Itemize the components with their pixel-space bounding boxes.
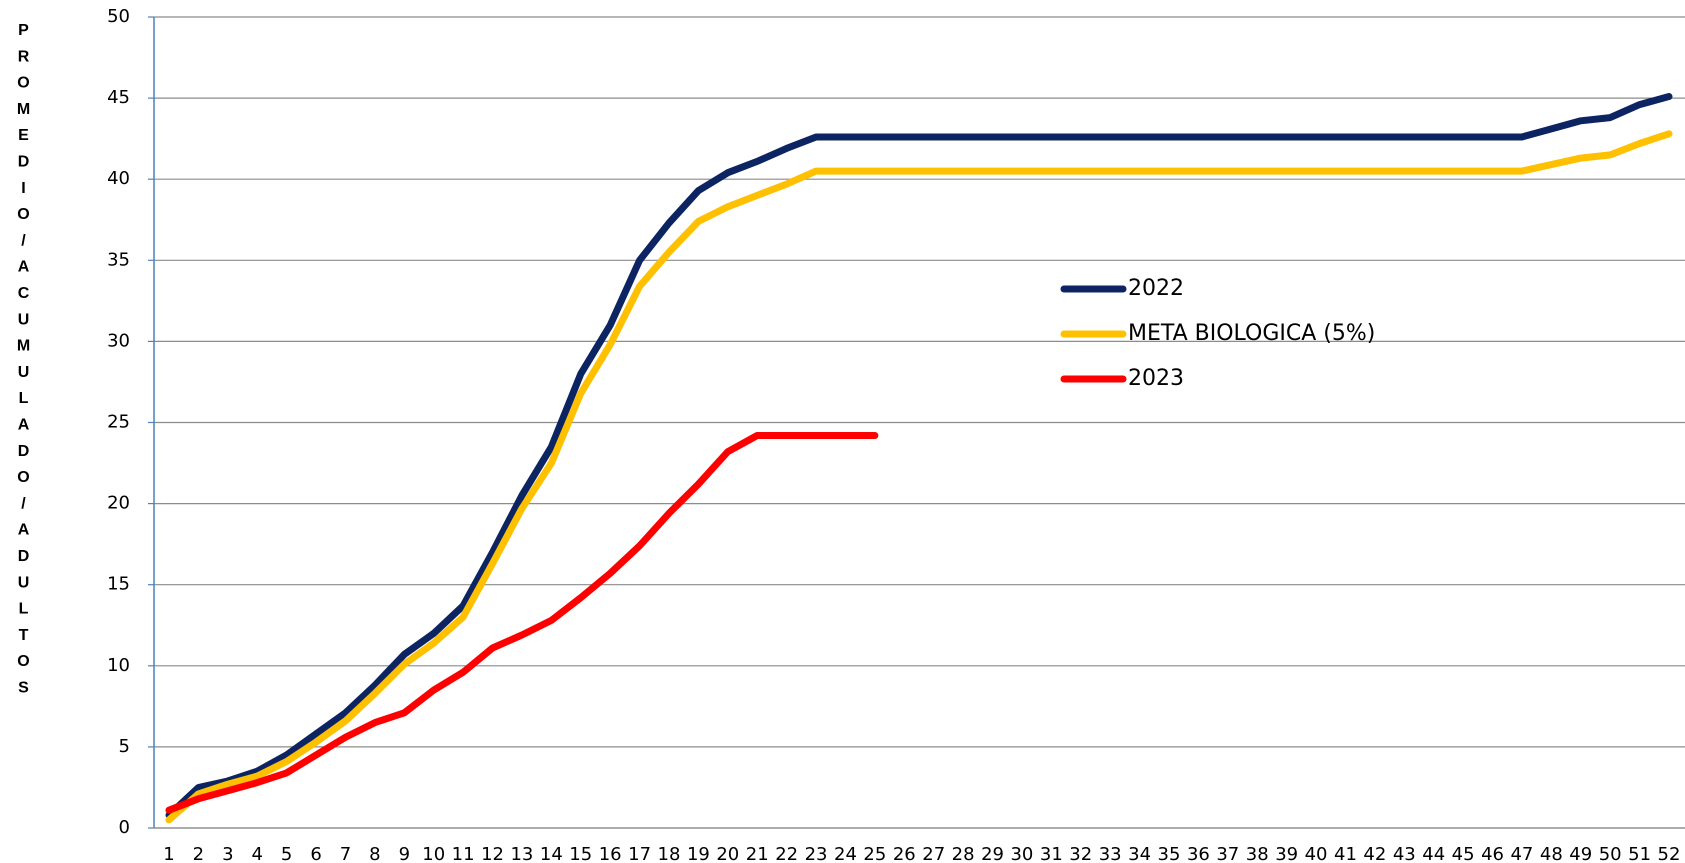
x-tick-label: 49 <box>1569 844 1592 863</box>
y-tick-label: 20 <box>107 493 130 514</box>
y-tick-label: 35 <box>107 249 130 270</box>
x-tick-label: 32 <box>1069 844 1092 863</box>
x-tick-label: 51 <box>1628 844 1651 863</box>
x-tick-label: 50 <box>1599 844 1622 863</box>
x-tick-label: 45 <box>1452 844 1475 863</box>
x-tick-label: 5 <box>281 844 292 863</box>
series-line <box>165 93 1673 819</box>
x-tick-label: 43 <box>1393 844 1416 863</box>
x-tick-label: 22 <box>775 844 798 863</box>
x-tick-label: 20 <box>716 844 739 863</box>
x-tick-label: 30 <box>1010 844 1033 863</box>
legend-label: 2022 <box>1128 276 1184 301</box>
x-tick-label: 1 <box>163 844 174 863</box>
x-tick-label: 47 <box>1510 844 1533 863</box>
x-tick-label: 4 <box>252 844 263 863</box>
x-tick-label: 7 <box>340 844 351 863</box>
x-tick-label: 21 <box>746 844 769 863</box>
y-tick-label: 40 <box>107 168 130 189</box>
series-line <box>165 130 1673 824</box>
legend-label: 2023 <box>1128 366 1184 391</box>
x-tick-label: 14 <box>540 844 563 863</box>
x-tick-label: 31 <box>1040 844 1063 863</box>
y-tick-label: 15 <box>107 574 130 595</box>
y-tick-label: 5 <box>119 736 130 757</box>
y-tick-label: 50 <box>107 6 130 27</box>
x-tick-label: 44 <box>1422 844 1445 863</box>
x-tick-label: 36 <box>1187 844 1210 863</box>
x-tick-label: 8 <box>369 844 380 863</box>
x-tick-label: 34 <box>1128 844 1151 863</box>
x-tick-label: 26 <box>893 844 916 863</box>
x-tick-label: 9 <box>399 844 410 863</box>
y-tick-label: 10 <box>107 655 130 676</box>
y-tick-label: 25 <box>107 412 130 433</box>
x-tick-label: 16 <box>599 844 622 863</box>
x-tick-label: 10 <box>422 844 445 863</box>
x-tick-label: 23 <box>805 844 828 863</box>
x-tick-label: 12 <box>481 844 504 863</box>
x-tick-label: 2 <box>193 844 204 863</box>
x-tick-label: 27 <box>922 844 945 863</box>
x-tick-label: 42 <box>1363 844 1386 863</box>
x-tick-label: 29 <box>981 844 1004 863</box>
x-tick-label: 25 <box>863 844 886 863</box>
x-tick-label: 37 <box>1216 844 1239 863</box>
x-tick-label: 6 <box>310 844 321 863</box>
x-tick-label: 19 <box>687 844 710 863</box>
x-tick-label: 41 <box>1334 844 1357 863</box>
x-tick-label: 40 <box>1305 844 1328 863</box>
legend-label: META BIOLOGICA (5%) <box>1128 321 1375 346</box>
x-tick-label: 39 <box>1275 844 1298 863</box>
x-tick-label: 28 <box>952 844 975 863</box>
y-axis-label: PROMEDIO/ACUMULADO/ADULTOS <box>15 22 32 706</box>
x-tick-label: 48 <box>1540 844 1563 863</box>
x-tick-label: 24 <box>834 844 857 863</box>
x-tick-label: 18 <box>658 844 681 863</box>
series-line <box>165 432 879 814</box>
x-tick-label: 38 <box>1246 844 1269 863</box>
y-tick-label: 0 <box>119 817 130 838</box>
x-tick-label: 33 <box>1099 844 1122 863</box>
x-tick-label: 52 <box>1658 844 1681 863</box>
x-tick-label: 35 <box>1158 844 1181 863</box>
x-tick-label: 46 <box>1481 844 1504 863</box>
x-tick-label: 3 <box>222 844 233 863</box>
x-tick-label: 13 <box>510 844 533 863</box>
x-tick-label: 17 <box>628 844 651 863</box>
x-tick-label: 11 <box>452 844 475 863</box>
y-tick-label: 30 <box>107 330 130 351</box>
y-tick-label: 45 <box>107 87 130 108</box>
x-tick-label: 15 <box>569 844 592 863</box>
